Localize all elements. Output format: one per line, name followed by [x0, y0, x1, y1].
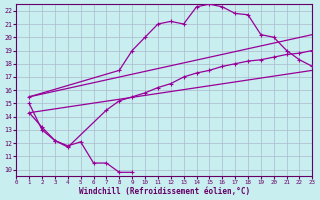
X-axis label: Windchill (Refroidissement éolien,°C): Windchill (Refroidissement éolien,°C) — [79, 187, 250, 196]
